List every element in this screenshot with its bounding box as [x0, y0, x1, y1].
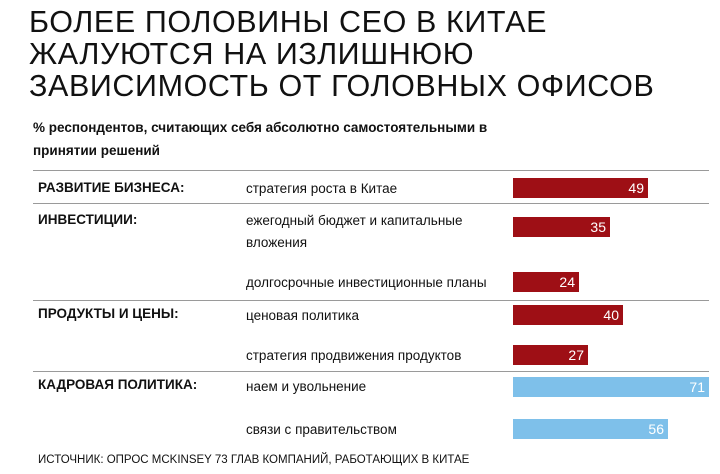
bar-value-label: 56 [648, 421, 664, 437]
group-separator [33, 170, 709, 171]
item-label: связи с правительством [246, 422, 397, 437]
bar-value-label: 27 [568, 347, 584, 363]
bar [513, 419, 668, 439]
bar-value-label: 24 [559, 274, 575, 290]
item-label: наем и увольнение [246, 379, 367, 394]
bar [513, 345, 588, 365]
bar-value-label: 71 [689, 379, 705, 395]
category-label: КАДРОВАЯ ПОЛИТИКА: [38, 377, 198, 392]
item-label: долгосрочные инвестиционные планы [246, 275, 487, 290]
bar-value-label: 35 [590, 219, 606, 235]
chart-subtitle: % респондентов, считающих себя абсолютно… [33, 120, 488, 158]
category-label: ИНВЕСТИЦИИ: [38, 212, 138, 227]
category-label: РАЗВИТИЕ БИЗНЕСА: [38, 180, 185, 195]
bar-value-label: 49 [628, 180, 644, 196]
item-label: стратегия продвижения продуктов [246, 348, 462, 363]
chart-title: Более половины CEO в Китае жалуются на и… [29, 5, 655, 103]
bar [513, 305, 623, 325]
bar [513, 217, 610, 237]
item-label: ценовая политика [246, 308, 360, 323]
group-separator [33, 371, 709, 372]
bar-value-label: 40 [603, 307, 619, 323]
bar [513, 377, 709, 397]
category-label: ПРОДУКТЫ И ЦЕНЫ: [38, 306, 179, 321]
group-separator [33, 203, 709, 204]
source-note: ИСТОЧНИК: ОПРОС MCKINSEY 73 ГЛАВ КОМПАНИ… [38, 454, 470, 466]
item-label: стратегия роста в Китае [246, 181, 398, 196]
item-label: ежегодный бюджет и капитальные вложения [246, 213, 463, 250]
group-separator [33, 300, 709, 301]
bar [513, 272, 579, 292]
bar [513, 178, 648, 198]
